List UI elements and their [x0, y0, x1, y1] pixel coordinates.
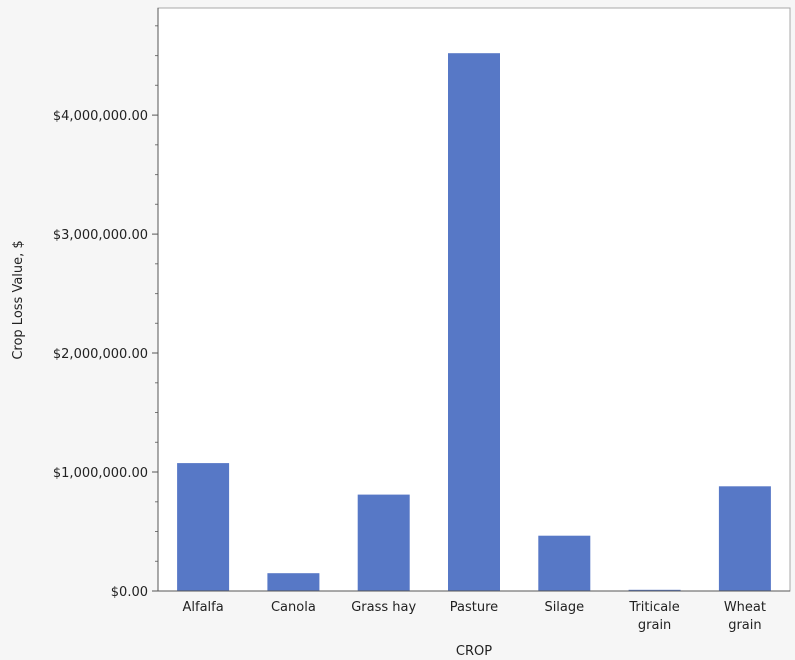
x-tick-label: Silage [544, 600, 584, 615]
x-tick-label: Triticale grain [628, 600, 679, 633]
y-axis-title: Crop Loss Value, $ [11, 240, 26, 359]
y-axis: $0.00 $1,000,000.00 $2,000,000.00 $3,000,00… [53, 8, 159, 600]
x-axis-title: CROP [456, 644, 492, 659]
bar-grass-hay [357, 494, 410, 591]
x-tick-label: Wheat grain [724, 600, 766, 633]
x-tick-label-line: grain [638, 618, 671, 633]
y-tick-label: $1,000,000.00 [53, 466, 148, 481]
x-tick-label-line: Wheat [724, 600, 766, 615]
bar-canola [267, 573, 320, 591]
y-tick-label: $0.00 [111, 585, 148, 600]
bar-silage [538, 535, 591, 591]
y-tick-label: $4,000,000.00 [53, 109, 148, 124]
bar-pasture [448, 53, 500, 591]
y-tick-label: $3,000,000.00 [53, 228, 148, 243]
bar-alfalfa [177, 463, 230, 591]
bar-triticale-grain [628, 589, 681, 591]
x-tick-label-line: grain [728, 618, 761, 633]
x-tick-label-line: Alfalfa [182, 600, 223, 615]
x-tick-label-line: Canola [271, 600, 316, 615]
x-tick-label: Alfalfa [182, 600, 223, 615]
x-tick-label: Canola [271, 600, 316, 615]
x-tick-label-line: Silage [544, 600, 584, 615]
x-tick-label: Grass hay [351, 600, 416, 615]
x-tick-label-line: Pasture [450, 600, 498, 615]
bars-group [177, 53, 771, 591]
x-tick-label-line: Triticale [628, 600, 679, 615]
x-tick-label: Pasture [450, 600, 498, 615]
x-axis: Alfalfa Canola Grass hay Pasture Silage Triti… [158, 590, 790, 633]
y-tick-label: $2,000,000.00 [53, 347, 148, 362]
bar-wheat-grain [718, 486, 771, 591]
x-tick-label-line: Grass hay [351, 600, 416, 615]
